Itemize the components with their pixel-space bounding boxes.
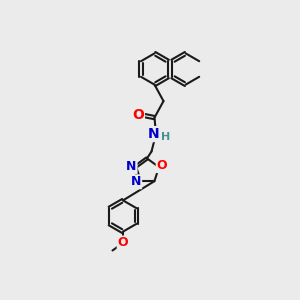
Text: O: O (118, 236, 128, 250)
Text: O: O (157, 159, 167, 172)
Text: O: O (132, 108, 144, 122)
Text: N: N (148, 127, 159, 141)
Text: H: H (161, 132, 170, 142)
Text: N: N (126, 160, 136, 173)
Text: N: N (131, 175, 141, 188)
